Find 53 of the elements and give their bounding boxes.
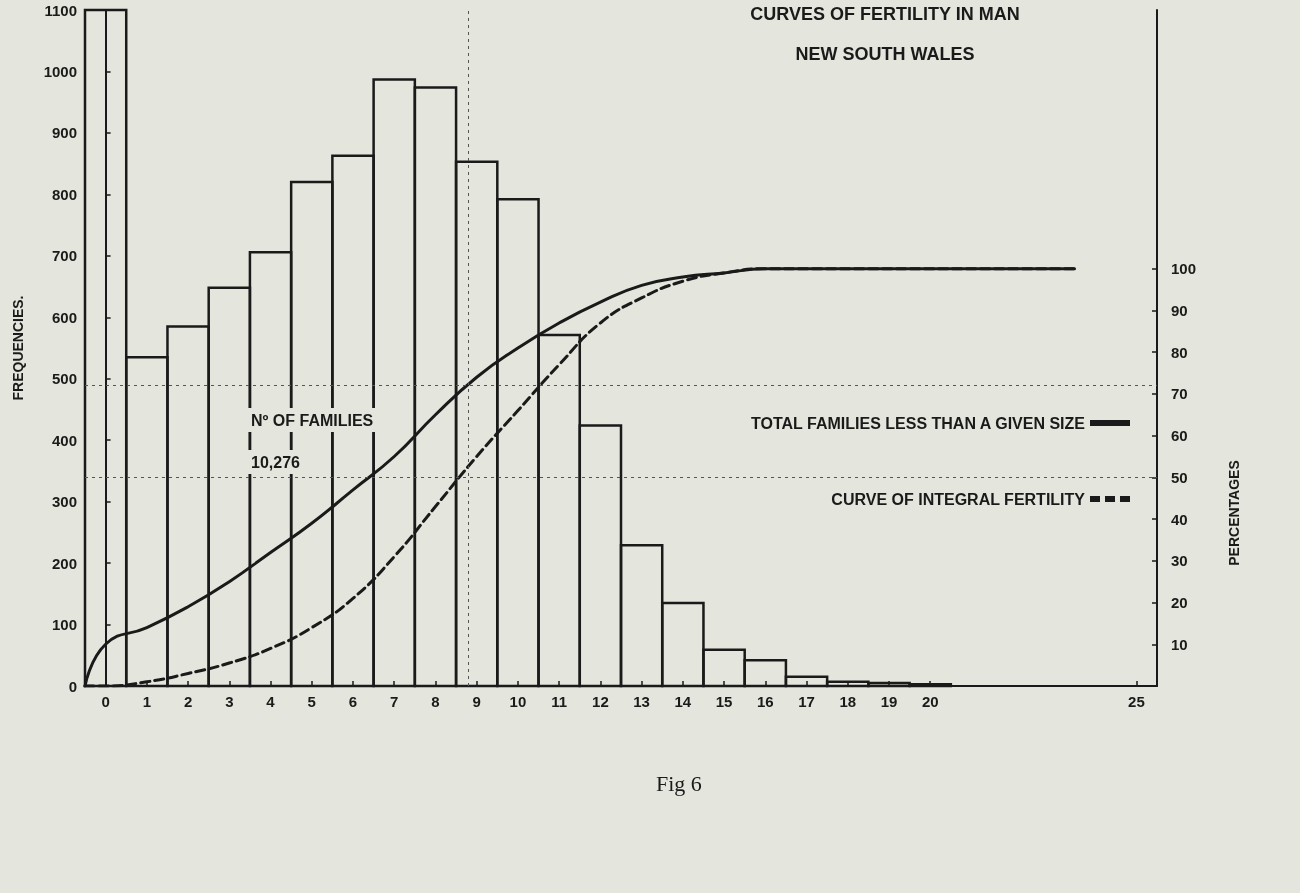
caption: Fig 6 <box>655 770 702 796</box>
x-tick-label: 17 <box>798 693 815 710</box>
annotation: Nº OF FAMILIES <box>251 411 374 429</box>
y2-tick-label: 70 <box>1171 385 1188 403</box>
y-tick-label: 500 <box>51 370 77 388</box>
x-tick-label: 14 <box>674 693 692 710</box>
y2-tick-label: 40 <box>1171 510 1188 528</box>
x-tick-label: 7 <box>390 693 399 710</box>
x-tick-label: 2 <box>183 693 193 710</box>
y2-tick-label: 60 <box>1171 427 1188 445</box>
annotation: 10,276 <box>251 453 301 471</box>
y-tick-label: 1100 <box>44 1 77 19</box>
x-tick-label: 10 <box>509 693 527 710</box>
y-tick-label: 0 <box>68 677 77 695</box>
x-tick-label: 25 <box>1128 693 1145 710</box>
x-tick-label: 11 <box>551 693 568 710</box>
y-tick-label: 200 <box>51 554 77 572</box>
x-tick-label: 19 <box>880 693 898 710</box>
y-axis-title: FREQUENCIES. <box>10 295 26 401</box>
x-tick-label: 1 <box>142 693 152 710</box>
y-tick-label: 300 <box>51 493 77 511</box>
x-tick-label: 16 <box>756 693 774 710</box>
y-tick-label: 600 <box>51 308 77 326</box>
y2-tick-label: 30 <box>1171 552 1188 570</box>
y2-tick-label: 100 <box>1171 260 1197 278</box>
y-tick-label: 100 <box>51 616 77 634</box>
y2-tick-label: 10 <box>1171 635 1188 653</box>
y2-tick-label: 50 <box>1171 468 1188 486</box>
y-tick-label: 800 <box>51 185 77 203</box>
y2-tick-label: 80 <box>1171 343 1188 361</box>
x-tick-label: 4 <box>266 693 276 710</box>
x-tick-label: 9 <box>472 693 481 710</box>
x-tick-label: 12 <box>592 693 609 710</box>
x-tick-label: 0 <box>101 693 110 710</box>
y-tick-label: 900 <box>51 124 77 142</box>
text: NEW SOUTH WALES <box>795 44 975 64</box>
legend-label: TOTAL FAMILIES LESS THAN A GIVEN SIZE <box>751 414 1086 432</box>
x-tick-label: 13 <box>633 693 650 710</box>
x-tick-label: 20 <box>921 693 939 710</box>
y2-tick-label: 20 <box>1171 594 1188 612</box>
chart-title: CURVES OF FERTILITY IN MAN <box>750 4 1020 24</box>
y2-tick-label: 90 <box>1171 301 1188 319</box>
y-tick-label: 1000 <box>43 62 77 80</box>
x-tick-label: 15 <box>715 693 733 710</box>
y2-axis-title: PERCENTAGES <box>1226 460 1242 566</box>
y-tick-label: 400 <box>51 431 77 449</box>
x-tick-label: 3 <box>225 693 234 710</box>
x-tick-label: 8 <box>431 693 440 710</box>
x-tick-label: 18 <box>839 693 857 710</box>
x-tick-label: 6 <box>348 693 358 710</box>
x-tick-label: 5 <box>307 693 316 710</box>
y-tick-label: 700 <box>51 247 77 265</box>
legend-label: CURVE OF INTEGRAL FERTILITY <box>831 490 1086 508</box>
